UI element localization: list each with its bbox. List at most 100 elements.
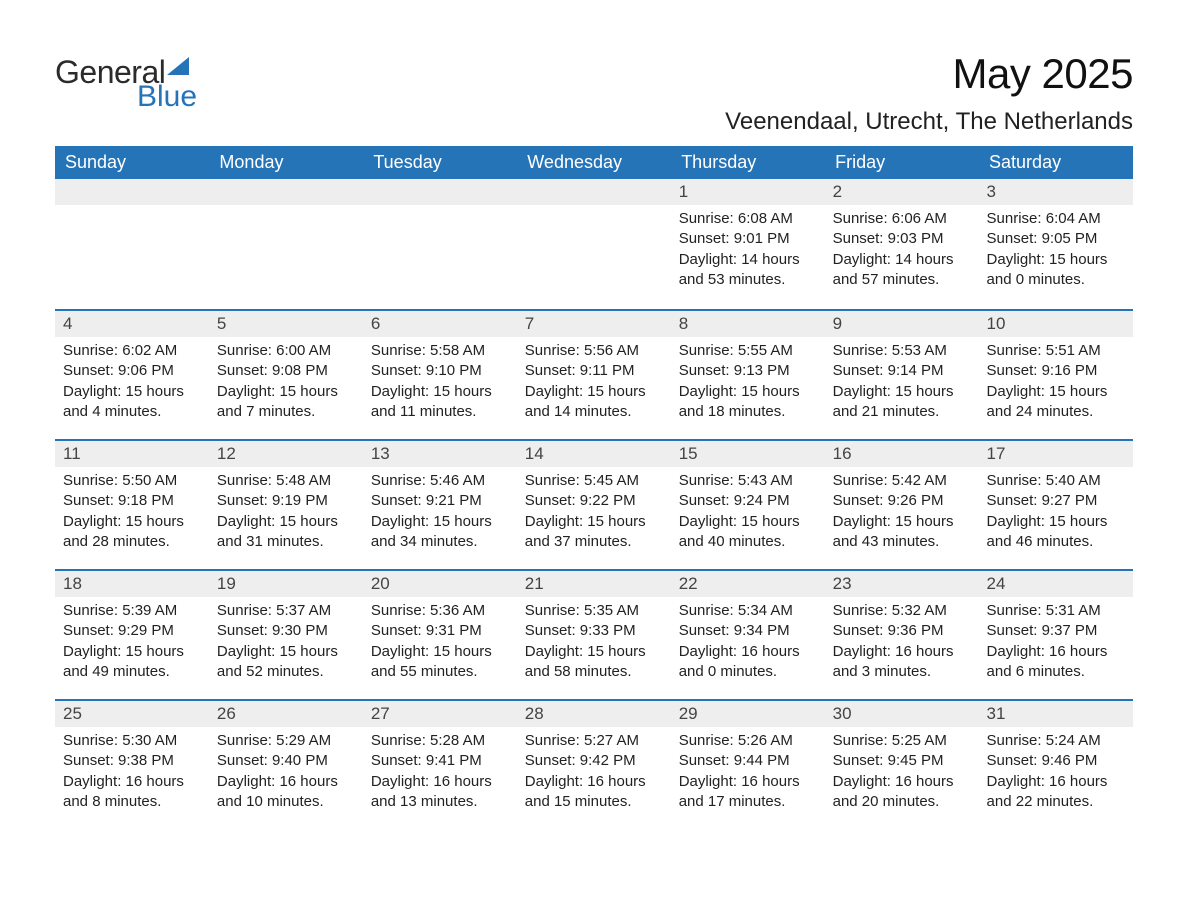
sunrise-line: Sunrise: 5:53 AM xyxy=(833,341,971,361)
calendar-day: 20Sunrise: 5:36 AMSunset: 9:31 PMDayligh… xyxy=(363,569,517,699)
sunrise-line: Sunrise: 5:28 AM xyxy=(371,731,509,751)
day-content: Sunrise: 5:36 AMSunset: 9:31 PMDaylight:… xyxy=(363,597,517,692)
sunrise-line: Sunrise: 5:35 AM xyxy=(525,601,663,621)
daylight-line: Daylight: 14 hours and 53 minutes. xyxy=(679,250,817,291)
day-number: 15 xyxy=(671,439,825,467)
day-number: 28 xyxy=(517,699,671,727)
sunset-line: Sunset: 9:41 PM xyxy=(371,751,509,771)
daylight-line: Daylight: 14 hours and 57 minutes. xyxy=(833,250,971,291)
day-header: Tuesday xyxy=(363,146,517,179)
sunrise-line: Sunrise: 5:37 AM xyxy=(217,601,355,621)
day-content xyxy=(363,205,517,219)
daylight-line: Daylight: 16 hours and 15 minutes. xyxy=(525,772,663,813)
daylight-line: Daylight: 15 hours and 40 minutes. xyxy=(679,512,817,553)
daylight-line: Daylight: 15 hours and 18 minutes. xyxy=(679,382,817,423)
calendar-day: 12Sunrise: 5:48 AMSunset: 9:19 PMDayligh… xyxy=(209,439,363,569)
day-number xyxy=(363,179,517,205)
calendar-day: 31Sunrise: 5:24 AMSunset: 9:46 PMDayligh… xyxy=(979,699,1133,829)
calendar-day: 25 Sunrise: 5:30 AMSunset: 9:38 PMDayligh… xyxy=(55,699,209,829)
daylight-line: Daylight: 16 hours and 22 minutes. xyxy=(987,772,1125,813)
sunrise-line: Sunrise: 6:02 AM xyxy=(63,341,201,361)
calendar-day: 10Sunrise: 5:51 AMSunset: 9:16 PMDayligh… xyxy=(979,309,1133,439)
sunset-line: Sunset: 9:18 PM xyxy=(63,491,201,511)
daylight-line: Daylight: 15 hours and 0 minutes. xyxy=(987,250,1125,291)
day-number: 14 xyxy=(517,439,671,467)
calendar-day: 18Sunrise: 5:39 AMSunset: 9:29 PMDayligh… xyxy=(55,569,209,699)
calendar-day: 15Sunrise: 5:43 AMSunset: 9:24 PMDayligh… xyxy=(671,439,825,569)
brand-word-2: Blue xyxy=(137,82,197,112)
day-content: Sunrise: 5:51 AMSunset: 9:16 PMDaylight:… xyxy=(979,337,1133,432)
calendar-week: 11Sunrise: 5:50 AMSunset: 9:18 PMDayligh… xyxy=(55,439,1133,569)
sunset-line: Sunset: 9:21 PM xyxy=(371,491,509,511)
day-number: 25 xyxy=(55,699,209,727)
day-content: Sunrise: 5:25 AMSunset: 9:45 PMDaylight:… xyxy=(825,727,979,822)
calendar-day: 3Sunrise: 6:04 AMSunset: 9:05 PMDaylight… xyxy=(979,179,1133,309)
calendar-day: 13Sunrise: 5:46 AMSunset: 9:21 PMDayligh… xyxy=(363,439,517,569)
sunrise-line: Sunrise: 5:34 AM xyxy=(679,601,817,621)
sunrise-line: Sunrise: 5:24 AM xyxy=(987,731,1125,751)
calendar-day: 27Sunrise: 5:28 AMSunset: 9:41 PMDayligh… xyxy=(363,699,517,829)
day-content: Sunrise: 5:28 AMSunset: 9:41 PMDaylight:… xyxy=(363,727,517,822)
daylight-line: Daylight: 15 hours and 4 minutes. xyxy=(63,382,201,423)
daylight-line: Daylight: 15 hours and 21 minutes. xyxy=(833,382,971,423)
sunrise-line: Sunrise: 5:25 AM xyxy=(833,731,971,751)
sunrise-line: Sunrise: 5:56 AM xyxy=(525,341,663,361)
day-number: 11 xyxy=(55,439,209,467)
day-number: 20 xyxy=(363,569,517,597)
day-content: Sunrise: 5:24 AMSunset: 9:46 PMDaylight:… xyxy=(979,727,1133,822)
daylight-line: Daylight: 16 hours and 10 minutes. xyxy=(217,772,355,813)
calendar-day: 22Sunrise: 5:34 AMSunset: 9:34 PMDayligh… xyxy=(671,569,825,699)
day-content: Sunrise: 5:31 AMSunset: 9:37 PMDaylight:… xyxy=(979,597,1133,692)
day-number: 26 xyxy=(209,699,363,727)
sunrise-line: Sunrise: 5:30 AM xyxy=(63,731,201,751)
day-number: 17 xyxy=(979,439,1133,467)
day-header: Monday xyxy=(209,146,363,179)
daylight-line: Daylight: 16 hours and 13 minutes. xyxy=(371,772,509,813)
calendar-day: 28Sunrise: 5:27 AMSunset: 9:42 PMDayligh… xyxy=(517,699,671,829)
sunrise-line: Sunrise: 5:48 AM xyxy=(217,471,355,491)
daylight-line: Daylight: 15 hours and 46 minutes. xyxy=(987,512,1125,553)
day-number: 7 xyxy=(517,309,671,337)
day-header: Thursday xyxy=(671,146,825,179)
day-content: Sunrise: 5:48 AMSunset: 9:19 PMDaylight:… xyxy=(209,467,363,562)
day-number: 30 xyxy=(825,699,979,727)
sunrise-line: Sunrise: 6:08 AM xyxy=(679,209,817,229)
daylight-line: Daylight: 16 hours and 3 minutes. xyxy=(833,642,971,683)
day-number: 16 xyxy=(825,439,979,467)
month-title: May 2025 xyxy=(953,50,1133,98)
day-content: Sunrise: 5:50 AMSunset: 9:18 PMDaylight:… xyxy=(55,467,209,562)
day-number: 31 xyxy=(979,699,1133,727)
day-content: Sunrise: 5:27 AMSunset: 9:42 PMDaylight:… xyxy=(517,727,671,822)
sunset-line: Sunset: 9:03 PM xyxy=(833,229,971,249)
sunset-line: Sunset: 9:46 PM xyxy=(987,751,1125,771)
sunset-line: Sunset: 9:44 PM xyxy=(679,751,817,771)
sunset-line: Sunset: 9:38 PM xyxy=(63,751,201,771)
brand-logo: General Blue xyxy=(55,56,189,88)
sunset-line: Sunset: 9:26 PM xyxy=(833,491,971,511)
day-content: Sunrise: 5:53 AMSunset: 9:14 PMDaylight:… xyxy=(825,337,979,432)
day-number: 19 xyxy=(209,569,363,597)
day-content xyxy=(55,205,209,219)
calendar-day: 23Sunrise: 5:32 AMSunset: 9:36 PMDayligh… xyxy=(825,569,979,699)
day-number: 12 xyxy=(209,439,363,467)
calendar-day: 6Sunrise: 5:58 AMSunset: 9:10 PMDaylight… xyxy=(363,309,517,439)
sunset-line: Sunset: 9:11 PM xyxy=(525,361,663,381)
calendar-week: 18Sunrise: 5:39 AMSunset: 9:29 PMDayligh… xyxy=(55,569,1133,699)
day-number: 24 xyxy=(979,569,1133,597)
daylight-line: Daylight: 15 hours and 31 minutes. xyxy=(217,512,355,553)
day-header: Saturday xyxy=(979,146,1133,179)
day-number xyxy=(55,179,209,205)
day-number: 9 xyxy=(825,309,979,337)
sunset-line: Sunset: 9:22 PM xyxy=(525,491,663,511)
day-content: Sunrise: 5:35 AMSunset: 9:33 PMDaylight:… xyxy=(517,597,671,692)
calendar-day-empty xyxy=(363,179,517,309)
sunrise-line: Sunrise: 5:29 AM xyxy=(217,731,355,751)
day-content: Sunrise: 5:39 AMSunset: 9:29 PMDaylight:… xyxy=(55,597,209,692)
calendar-body: 1Sunrise: 6:08 AMSunset: 9:01 PMDaylight… xyxy=(55,179,1133,829)
daylight-line: Daylight: 16 hours and 8 minutes. xyxy=(63,772,201,813)
day-header: Wednesday xyxy=(517,146,671,179)
daylight-line: Daylight: 15 hours and 34 minutes. xyxy=(371,512,509,553)
location-subtitle: Veenendaal, Utrecht, The Netherlands xyxy=(55,108,1133,136)
header: General Blue May 2025 xyxy=(55,50,1133,98)
sunset-line: Sunset: 9:14 PM xyxy=(833,361,971,381)
